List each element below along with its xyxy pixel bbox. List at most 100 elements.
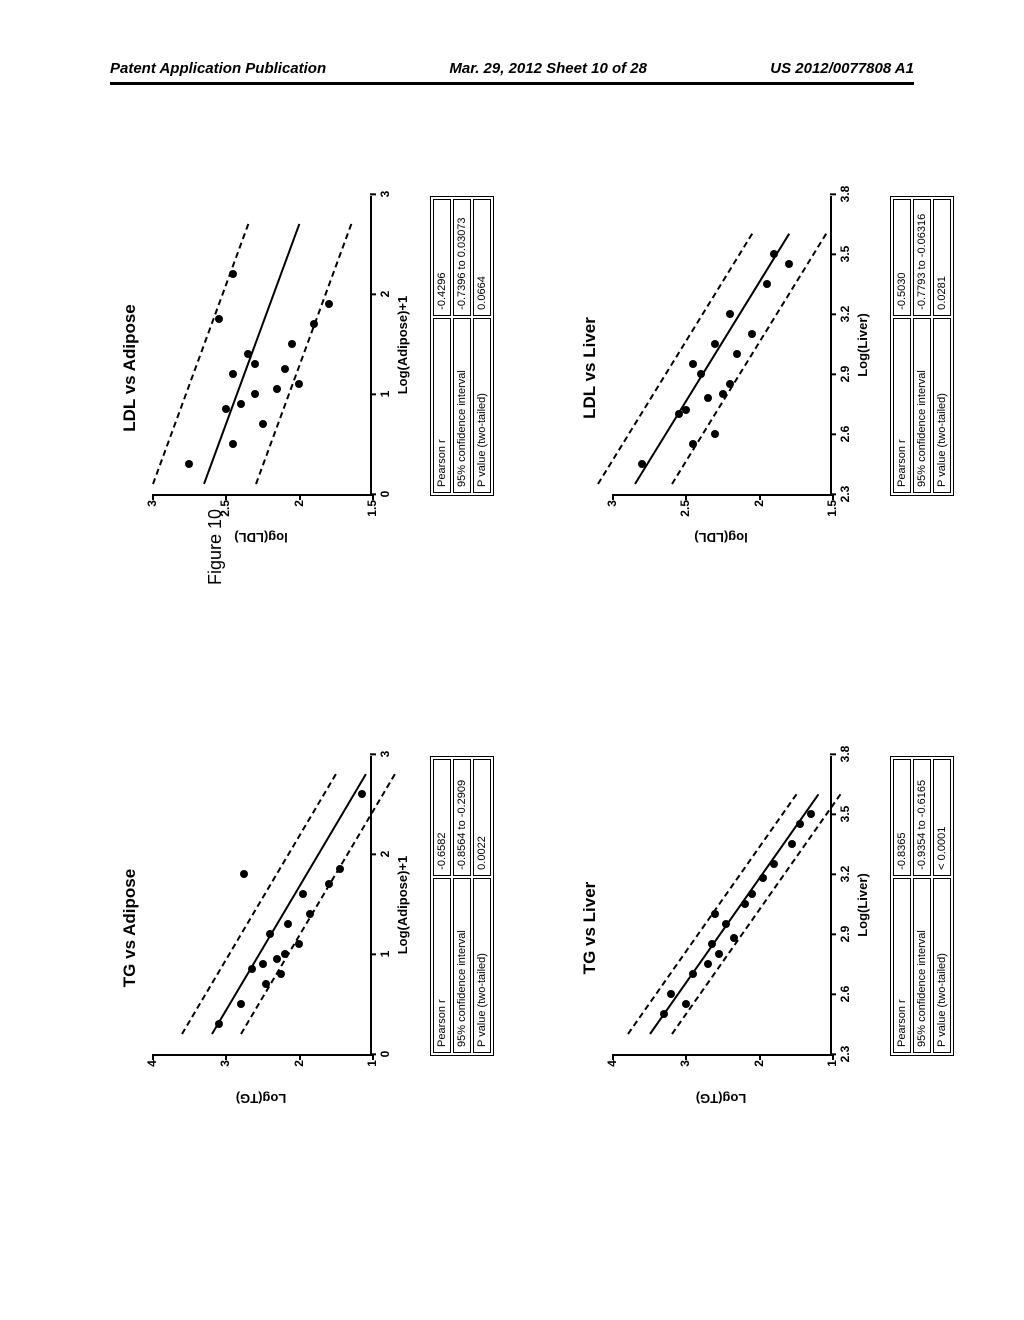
y-axis-label: Log(TG) [696,1091,747,1106]
data-point [763,280,771,288]
hdr-mid: Mar. 29, 2012 Sheet 10 of 28 [449,60,647,77]
y-tick: 3 [145,500,159,536]
stat-value: 0.0022 [473,759,491,876]
data-point [295,380,303,388]
stats-table: Pearson r-0.836595% confidence interval-… [890,756,954,1056]
chart-title: TG vs Liver [580,756,600,1100]
panel-ldl-adipose: LDL vs Adiposelog(LDL)Log(Adipose)+11.52… [120,140,464,514]
stat-label: Pearson r [433,318,451,493]
x-tick: 3.8 [838,746,852,763]
y-tick: 2 [752,1060,766,1096]
data-point [358,790,366,798]
x-tick: 0 [378,491,392,498]
x-tick: 2.3 [838,1046,852,1063]
stat-value: -0.6582 [433,759,451,876]
hdr-left: Patent Application Publication [110,60,326,77]
fit-line [203,224,300,485]
x-tick: 3.2 [838,866,852,883]
x-tick: 0 [378,1051,392,1058]
stat-value: 0.0664 [473,199,491,316]
data-point [715,950,723,958]
data-point [273,385,281,393]
stat-label: Pearson r [893,318,911,493]
data-point [288,340,296,348]
x-axis-label: Log(Liver) [855,873,870,937]
y-tick: 2 [752,500,766,536]
data-point [273,955,281,963]
data-point [229,370,237,378]
data-point [704,394,712,402]
x-tick: 3.8 [838,186,852,203]
y-tick: 3 [678,1060,692,1096]
y-tick: 2 [292,1060,306,1096]
x-tick: 2.6 [838,426,852,443]
data-point [215,315,223,323]
y-axis-label: Log(TG) [236,1091,287,1106]
x-tick: 3.2 [838,306,852,323]
stat-label: Pearson r [433,878,451,1053]
stat-label: 95% confidence interval [453,878,471,1053]
y-tick: 2.5 [218,500,232,536]
y-tick: 2.5 [678,500,692,536]
stat-value: 0.0281 [933,199,951,316]
scatter-plot: log(LDL)Log(Liver)1.522.532.32.62.93.23.… [612,196,832,496]
x-tick: 3 [378,751,392,758]
stat-value: -0.7396 to 0.03073 [453,199,471,316]
panel-tg-adipose: TG vs AdiposeLog(TG)Log(Adipose)+1123401… [120,700,464,1074]
stat-label: 95% confidence interval [913,318,931,493]
data-point [251,390,259,398]
data-point [748,330,756,338]
panel-tg-liver: TG vs LiverLog(TG)Log(Liver)12342.32.62.… [580,700,924,1074]
x-axis-label: Log(Adipose)+1 [395,296,410,395]
data-point [240,870,248,878]
chart-title: LDL vs Adipose [120,196,140,540]
data-point [807,810,815,818]
y-tick: 3 [218,1060,232,1096]
page-header: Patent Application Publication Mar. 29, … [0,60,1024,77]
stat-label: P value (two-tailed) [473,318,491,493]
stat-label: 95% confidence interval [913,878,931,1053]
stats-table: Pearson r-0.503095% confidence interval-… [890,196,954,496]
x-tick: 1 [378,391,392,398]
y-tick: 2 [292,500,306,536]
stat-value: -0.9354 to -0.6165 [913,759,931,876]
stat-label: P value (two-tailed) [933,878,951,1053]
fit-line [634,233,790,484]
stat-value: -0.4296 [433,199,451,316]
ci-upper [597,233,753,484]
stat-value: -0.8365 [893,759,911,876]
stat-label: P value (two-tailed) [473,878,491,1053]
y-tick: 4 [605,1060,619,1096]
ci-lower [240,774,396,1035]
y-axis-label: log(LDL) [234,530,287,545]
data-point [185,460,193,468]
data-point [785,260,793,268]
fit-line [211,774,367,1035]
panel-ldl-liver: LDL vs Liverlog(LDL)Log(Liver)1.522.532.… [580,140,924,514]
y-tick: 1 [825,1060,839,1096]
x-tick: 2.9 [838,926,852,943]
data-point [259,960,267,968]
header-rule [110,82,914,85]
y-tick: 1 [365,1060,379,1096]
ci-lower [671,793,841,1034]
x-axis-label: Log(Liver) [855,313,870,377]
data-point [237,400,245,408]
stats-table: Pearson r -0.658295% confidence interval -… [430,756,494,1056]
data-point [704,960,712,968]
chart-title: LDL vs Liver [580,196,600,540]
ci-upper [627,793,797,1034]
x-tick: 2 [378,851,392,858]
fit-line [649,793,819,1034]
scatter-plot: Log(TG)Log(Adipose)+112340123 [152,756,372,1056]
scatter-plot: log(LDL)Log(Adipose)+11.522.530123 [152,196,372,496]
stats-table: Pearson r-0.429695% confidence interval-… [430,196,494,496]
x-axis-label: Log(Adipose)+1 [395,856,410,955]
data-point [711,430,719,438]
data-point [726,310,734,318]
x-tick: 2.6 [838,986,852,1003]
stat-value: -0.8564 to -0.2909 [453,759,471,876]
stat-value: -0.7793 to -0.06316 [913,199,931,316]
data-point [259,420,267,428]
data-point [299,890,307,898]
